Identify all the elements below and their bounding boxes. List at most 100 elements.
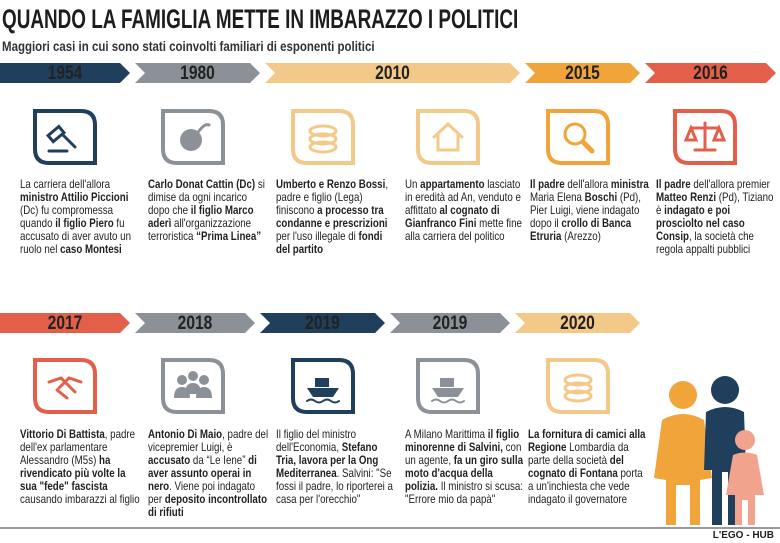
case-description: Il padre dell'allora premier Matteo Renz… — [656, 178, 779, 256]
glyph — [432, 121, 464, 152]
icon-frame — [33, 358, 97, 414]
text-run: appartamento — [420, 178, 485, 191]
glyph — [308, 132, 338, 146]
case-description: Antonio Di Maio, padre del vicepremier L… — [148, 428, 271, 519]
text-run: Umberto e Renzo Bossi — [276, 178, 386, 191]
glyph — [440, 378, 454, 387]
text-run: Il ministro si scusa: "Errore mio da pap… — [405, 480, 523, 506]
text-run: , padre del vicepremier Luigi, è — [148, 428, 269, 454]
text-run: Stefano Tria, lavora per la Ong Mediterr… — [276, 441, 379, 480]
icon-frame — [33, 109, 97, 165]
glyph — [306, 398, 340, 404]
case-description: Vittorio Di Battista, padre dell'ex parl… — [20, 428, 143, 506]
text-run: (Dc) fu compromessa quando — [20, 204, 114, 230]
glyph — [61, 133, 77, 149]
text-run: Antonio Di Maio — [148, 428, 223, 441]
text-run: , la società che regola appalti pubblici — [656, 230, 754, 256]
text-run: deposito incontrollato di rifiuti — [148, 493, 268, 519]
text-run: porta a un'inchiesta che vede indagato i… — [528, 467, 643, 506]
text-run: il figlio minorenne di Salvini, — [405, 428, 520, 454]
case-description: Il figlio del ministro dell'Economia, St… — [276, 428, 399, 506]
glyph — [185, 383, 201, 394]
text-run: Un — [405, 178, 421, 191]
text-run: del cognato di Fontana — [528, 454, 624, 480]
icon-frame — [291, 358, 355, 414]
glyph — [188, 371, 198, 381]
case-description: La carriera dell'allora ministro Attilio… — [20, 178, 143, 256]
case-description: Il padre dell'allora ministra Maria Elen… — [530, 178, 653, 243]
year-banner — [515, 313, 640, 333]
year-label: 2019 — [305, 312, 340, 334]
text-run: Boschi — [584, 191, 618, 204]
icon — [416, 109, 480, 165]
text-run: dell'allora premier — [690, 178, 770, 191]
year-label: 1980 — [180, 62, 215, 84]
text-run: dell'allora — [564, 178, 611, 191]
glyph — [308, 124, 338, 138]
case-description: Un appartamento lasciato in eredità ad A… — [405, 178, 528, 243]
icon — [161, 358, 225, 414]
year-banner — [0, 313, 130, 333]
glyph — [199, 375, 209, 385]
glyph — [683, 121, 727, 152]
glyph — [177, 375, 187, 385]
case-description: Carlo Donat Cattin (Dc) si dimise da ogn… — [148, 178, 271, 243]
year-banner — [645, 63, 776, 83]
glyph — [47, 376, 83, 400]
icon-frame — [673, 109, 737, 165]
text-run: di aver assunto operai in nero — [148, 454, 257, 493]
text-run: Il padre — [530, 178, 565, 191]
icon-frame — [546, 358, 610, 414]
year-banner — [135, 63, 260, 83]
year-banner — [260, 313, 385, 333]
text-run: ministro Attilio Piccioni — [20, 191, 129, 204]
case-description: Umberto e Renzo Bossi, padre e figlio (L… — [276, 178, 399, 256]
year-label: 2016 — [693, 62, 728, 84]
glyph — [563, 389, 593, 403]
text-run: Maria Elena — [530, 191, 585, 204]
text-run: . Viene poi indagato per — [148, 480, 256, 506]
text-run: crollo di Banca Etruria — [530, 217, 632, 243]
year-banner — [135, 313, 255, 333]
text-run: A Milano Marittima — [405, 428, 488, 441]
glyph — [315, 378, 329, 387]
year-label: 2019 — [433, 312, 468, 334]
text-run: lasciato in eredità ad An, venduto e aff… — [405, 178, 521, 217]
glyph — [563, 373, 593, 387]
title: QUANDO LA FAMIGLIA METTE IN IMBARAZZO I … — [2, 4, 519, 34]
text-run: il figlio Marco aderì — [148, 204, 254, 230]
year-banner — [390, 313, 510, 333]
text-run: , padre dell'ex parlamentare Alessandro … — [20, 428, 136, 467]
glyph — [308, 140, 338, 154]
text-run: ministra — [610, 178, 649, 191]
icon — [33, 109, 97, 165]
text-run: al cognato di Gianfranco Fini — [405, 204, 500, 230]
year-label: 2020 — [560, 312, 595, 334]
icon — [546, 109, 610, 165]
glyph — [563, 381, 593, 395]
text-run: accusato — [148, 454, 191, 467]
text-run: Vittorio Di Battista — [20, 428, 105, 441]
text-run: Matteo Renzi — [656, 191, 717, 204]
text-run: Il figlio del ministro dell'Economia, — [276, 428, 357, 454]
text-run: a processo tra condanne e prescrizioni — [276, 204, 388, 230]
year-banner — [525, 63, 640, 83]
text-run: per l'uso illegale di — [276, 230, 359, 243]
icon-frame — [161, 358, 225, 414]
case-description: La fornitura di camici alla Regione Lomb… — [528, 428, 651, 506]
text-run: si dimise da ogni incarico dopo che — [148, 178, 265, 217]
glyph — [45, 124, 67, 144]
text-run: caso Montesi — [60, 243, 122, 256]
subtitle: Maggiori casi in cui sono stati coinvolt… — [2, 38, 375, 54]
year-label: 2018 — [178, 312, 213, 334]
text-run: da “Le Iene” — [190, 454, 249, 467]
text-run: Carlo Donat Cattin (Dc) — [148, 178, 256, 191]
year-banner — [0, 63, 130, 83]
icon-frame — [161, 109, 225, 165]
icon-frame — [546, 109, 610, 165]
icon-frame — [291, 109, 355, 165]
text-run: , padre e figlio (Lega) finiscono — [276, 178, 389, 217]
text-run: (Pd), Pier Luigi, viene indagato dopo il — [530, 191, 641, 230]
glyph — [563, 122, 587, 146]
